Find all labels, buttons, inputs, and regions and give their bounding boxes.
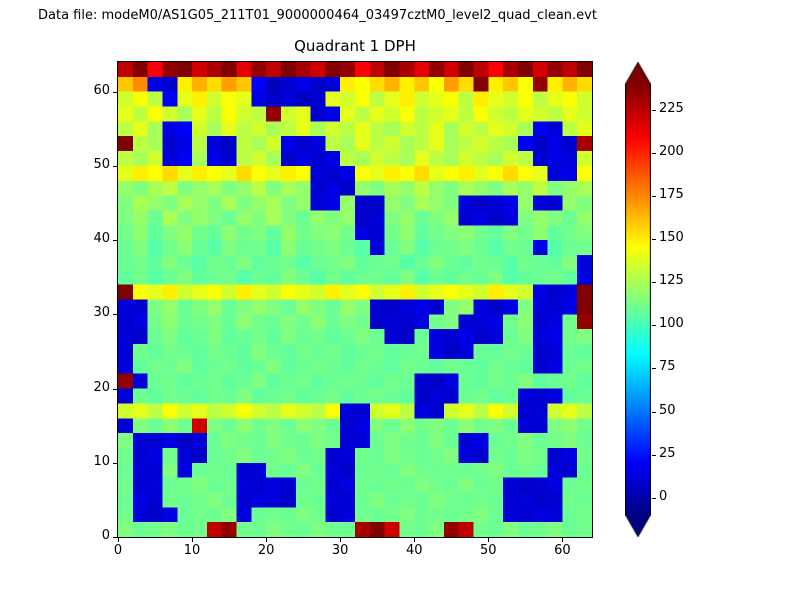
x-tick-mark <box>488 538 490 542</box>
y-tick-mark <box>113 462 117 464</box>
x-tick-label: 60 <box>554 543 571 558</box>
x-tick-label: 50 <box>480 543 497 558</box>
colorbar-tick-mark <box>652 325 656 327</box>
colorbar-tick-mark <box>652 109 656 111</box>
x-tick-label: 20 <box>257 543 275 558</box>
heatmap-canvas <box>118 62 592 537</box>
colorbar-tick-label: 175 <box>659 187 684 203</box>
x-tick-mark <box>340 538 342 542</box>
colorbar-tick-label: 200 <box>659 143 684 159</box>
colorbar-tick-mark <box>652 196 656 198</box>
colorbar-tick-mark <box>652 497 656 499</box>
x-tick-mark <box>414 538 416 542</box>
x-tick-label: 40 <box>405 543 423 558</box>
y-tick-label: 60 <box>93 82 110 98</box>
y-tick-label: 10 <box>93 453 110 469</box>
y-tick-label: 40 <box>93 231 110 247</box>
x-tick-mark <box>562 538 564 542</box>
colorbar-tick-label: 50 <box>659 402 676 418</box>
colorbar-tick-mark <box>652 239 656 241</box>
colorbar-tick-label: 100 <box>659 316 684 332</box>
x-tick-label: 10 <box>183 543 201 558</box>
colorbar-tick-mark <box>652 282 656 284</box>
y-tick-mark <box>113 537 117 538</box>
y-tick-label: 30 <box>93 305 110 321</box>
y-tick-label: 20 <box>93 379 110 395</box>
y-tick-mark <box>113 91 117 93</box>
x-tick-mark <box>192 538 194 542</box>
y-tick-mark <box>113 314 117 316</box>
x-tick-mark <box>118 538 119 542</box>
x-tick-label: 30 <box>331 543 349 558</box>
colorbar-canvas <box>625 62 651 537</box>
colorbar-tick-label: 125 <box>659 273 684 289</box>
y-tick-label: 0 <box>101 528 110 543</box>
data-file-label: Data file: modeM0/AS1G05_211T01_90000004… <box>38 8 597 23</box>
chart-title: Quadrant 1 DPH <box>294 37 416 55</box>
colorbar-tick-label: 150 <box>659 230 684 246</box>
colorbar-tick-mark <box>652 411 656 413</box>
x-tick-mark <box>266 538 268 542</box>
colorbar-tick-label: 0 <box>659 488 668 504</box>
y-tick-mark <box>113 388 117 390</box>
y-tick-label: 50 <box>93 156 110 172</box>
x-tick-label: 0 <box>113 543 123 558</box>
colorbar-tick-label: 75 <box>659 359 676 375</box>
colorbar-tick-label: 25 <box>659 445 676 461</box>
y-tick-mark <box>113 240 117 242</box>
colorbar-tick-mark <box>652 368 656 370</box>
y-tick-mark <box>113 165 117 167</box>
colorbar-tick-mark <box>652 152 656 154</box>
colorbar <box>625 62 651 537</box>
colorbar-tick-mark <box>652 454 656 456</box>
colorbar-tick-label: 225 <box>659 100 684 116</box>
plot-area <box>117 61 593 538</box>
